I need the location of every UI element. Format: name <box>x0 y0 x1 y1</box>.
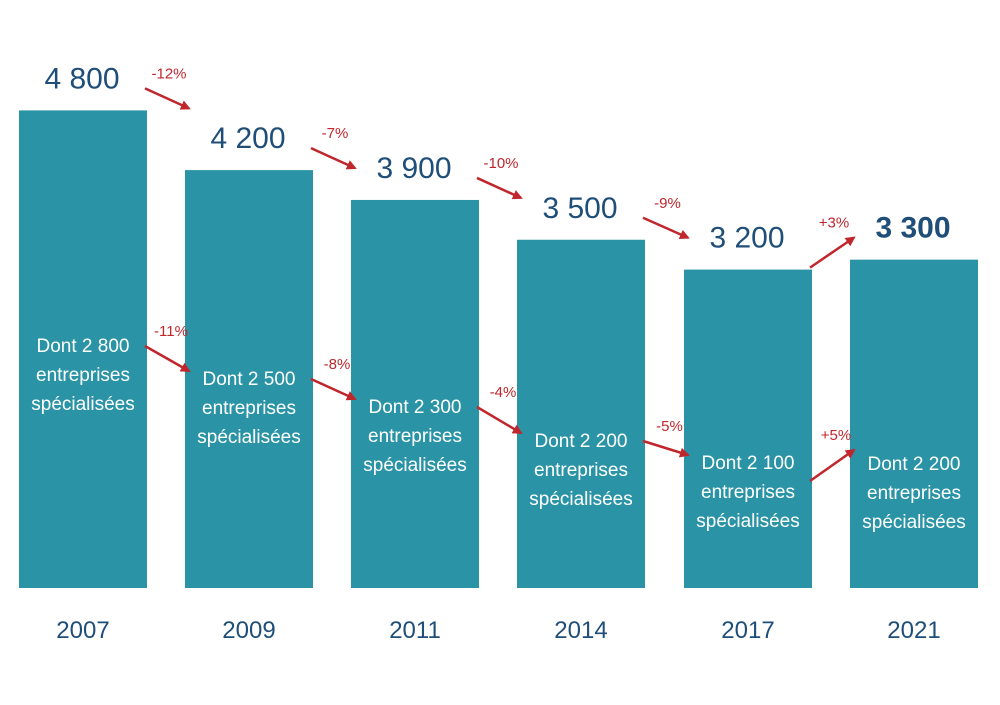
inner-label-2011-line-3: spécialisées <box>363 455 467 476</box>
total-change-label-4: -9% <box>654 195 681 212</box>
inner-label-2011-line-1: Dont 2 300 <box>369 397 462 418</box>
total-change-label-3: -10% <box>483 155 518 172</box>
inner-label-2014-line-2: entreprises <box>534 460 628 481</box>
specialized-change-arrow-2 <box>310 377 357 401</box>
inner-label-2014-line-3: spécialisées <box>529 489 633 510</box>
total-label-2009: 4 200 <box>210 122 285 155</box>
inner-label-2021-line-2: entreprises <box>867 483 961 504</box>
bar-2021 <box>850 259 978 588</box>
specialized-change-arrow-1 <box>144 344 191 373</box>
inner-label-2014-line-1: Dont 2 200 <box>535 431 628 452</box>
total-change-label-1: -12% <box>151 65 186 82</box>
total-change-arrow-3 <box>476 176 523 200</box>
specialized-change-arrow-4 <box>642 439 690 458</box>
specialized-change-label-2: -8% <box>324 356 351 373</box>
specialized-change-label-3: -4% <box>490 384 517 401</box>
inner-label-2009-line-2: entreprises <box>202 398 296 419</box>
inner-label-2007-line-1: Dont 2 800 <box>37 336 130 357</box>
x-tick-2021: 2021 <box>887 617 940 644</box>
specialized-change-label-4: -5% <box>656 418 683 435</box>
inner-label-2009-line-3: spécialisées <box>197 427 301 448</box>
x-tick-2014: 2014 <box>554 617 607 644</box>
inner-label-2017-line-3: spécialisées <box>696 511 800 532</box>
inner-label-2007-line-3: spécialisées <box>31 394 135 415</box>
x-tick-2007: 2007 <box>56 617 109 644</box>
total-change-label-5: +3% <box>819 215 849 232</box>
specialized-change-label-1: -11% <box>154 323 188 340</box>
bar-2011 <box>351 199 479 588</box>
bar-2014 <box>517 239 645 588</box>
inner-label-2017-line-2: entreprises <box>701 482 795 503</box>
total-label-2021: 3 300 <box>875 212 950 245</box>
bar-2007 <box>19 110 147 589</box>
inner-label-2007-line-2: entreprises <box>36 365 130 386</box>
specialized-change-arrow-3 <box>476 405 523 435</box>
inner-label-2017-line-1: Dont 2 100 <box>702 453 795 474</box>
bar-2009 <box>185 170 313 588</box>
inner-label-2021-line-3: spécialisées <box>862 512 966 533</box>
total-label-2014: 3 500 <box>542 192 617 225</box>
specialized-change-label-5: +5% <box>821 427 851 444</box>
inner-label-2021-line-1: Dont 2 200 <box>868 454 961 475</box>
inner-label-2009-line-1: Dont 2 500 <box>203 369 296 390</box>
bar-2017 <box>684 269 812 588</box>
x-tick-2009: 2009 <box>222 617 275 644</box>
specialized-change-arrow-5 <box>809 448 856 483</box>
inner-label-2011-line-2: entreprises <box>368 426 462 447</box>
total-change-arrow-2 <box>310 146 357 170</box>
total-label-2007: 4 800 <box>44 62 119 95</box>
x-tick-2011: 2011 <box>389 617 441 644</box>
total-change-arrow-4 <box>642 216 690 240</box>
total-change-arrow-1 <box>144 87 191 110</box>
total-label-2017: 3 200 <box>709 222 784 255</box>
x-tick-2017: 2017 <box>721 617 774 644</box>
total-label-2011: 3 900 <box>376 152 451 185</box>
total-change-arrow-5 <box>809 236 856 269</box>
total-change-label-2: -7% <box>322 125 349 142</box>
